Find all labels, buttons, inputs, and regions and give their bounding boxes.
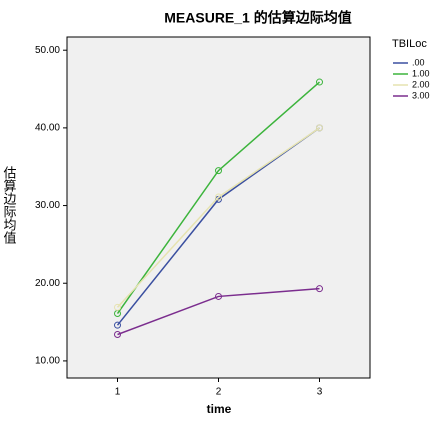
data-point (114, 303, 121, 311)
y-tick-label: 20.00 (35, 278, 60, 289)
y-tick-label: 50.00 (35, 45, 60, 56)
series-line (116, 127, 320, 308)
data-point (215, 292, 222, 300)
data-point (316, 78, 323, 86)
chart-title: MEASURE_1 的估算边际均值 (164, 10, 351, 26)
series-line (117, 287, 320, 336)
data-point (215, 193, 222, 201)
data-point (215, 167, 222, 175)
x-tick-label: 2 (216, 387, 222, 398)
y-tick-label: 40.00 (35, 123, 60, 134)
x-tick-label: 1 (115, 387, 121, 398)
legend-label: 3.00 (412, 90, 430, 100)
y-tick-label: 30.00 (35, 200, 60, 211)
data-point (114, 321, 121, 329)
data-point (316, 285, 323, 293)
legend-label: 2.00 (412, 79, 430, 89)
data-point (316, 124, 323, 132)
plot-area (66, 36, 371, 379)
series-line (116, 81, 320, 314)
data-point (114, 331, 121, 339)
legend-title: TBILoc (392, 38, 427, 50)
x-axis-label: time (207, 402, 232, 416)
y-axis-label: 估算边际均值 (1, 166, 17, 245)
y-tick-label: 10.00 (35, 356, 60, 367)
legend-label: 1.00 (412, 68, 430, 78)
x-tick-label: 3 (317, 387, 323, 398)
legend-label: .00 (412, 57, 425, 67)
